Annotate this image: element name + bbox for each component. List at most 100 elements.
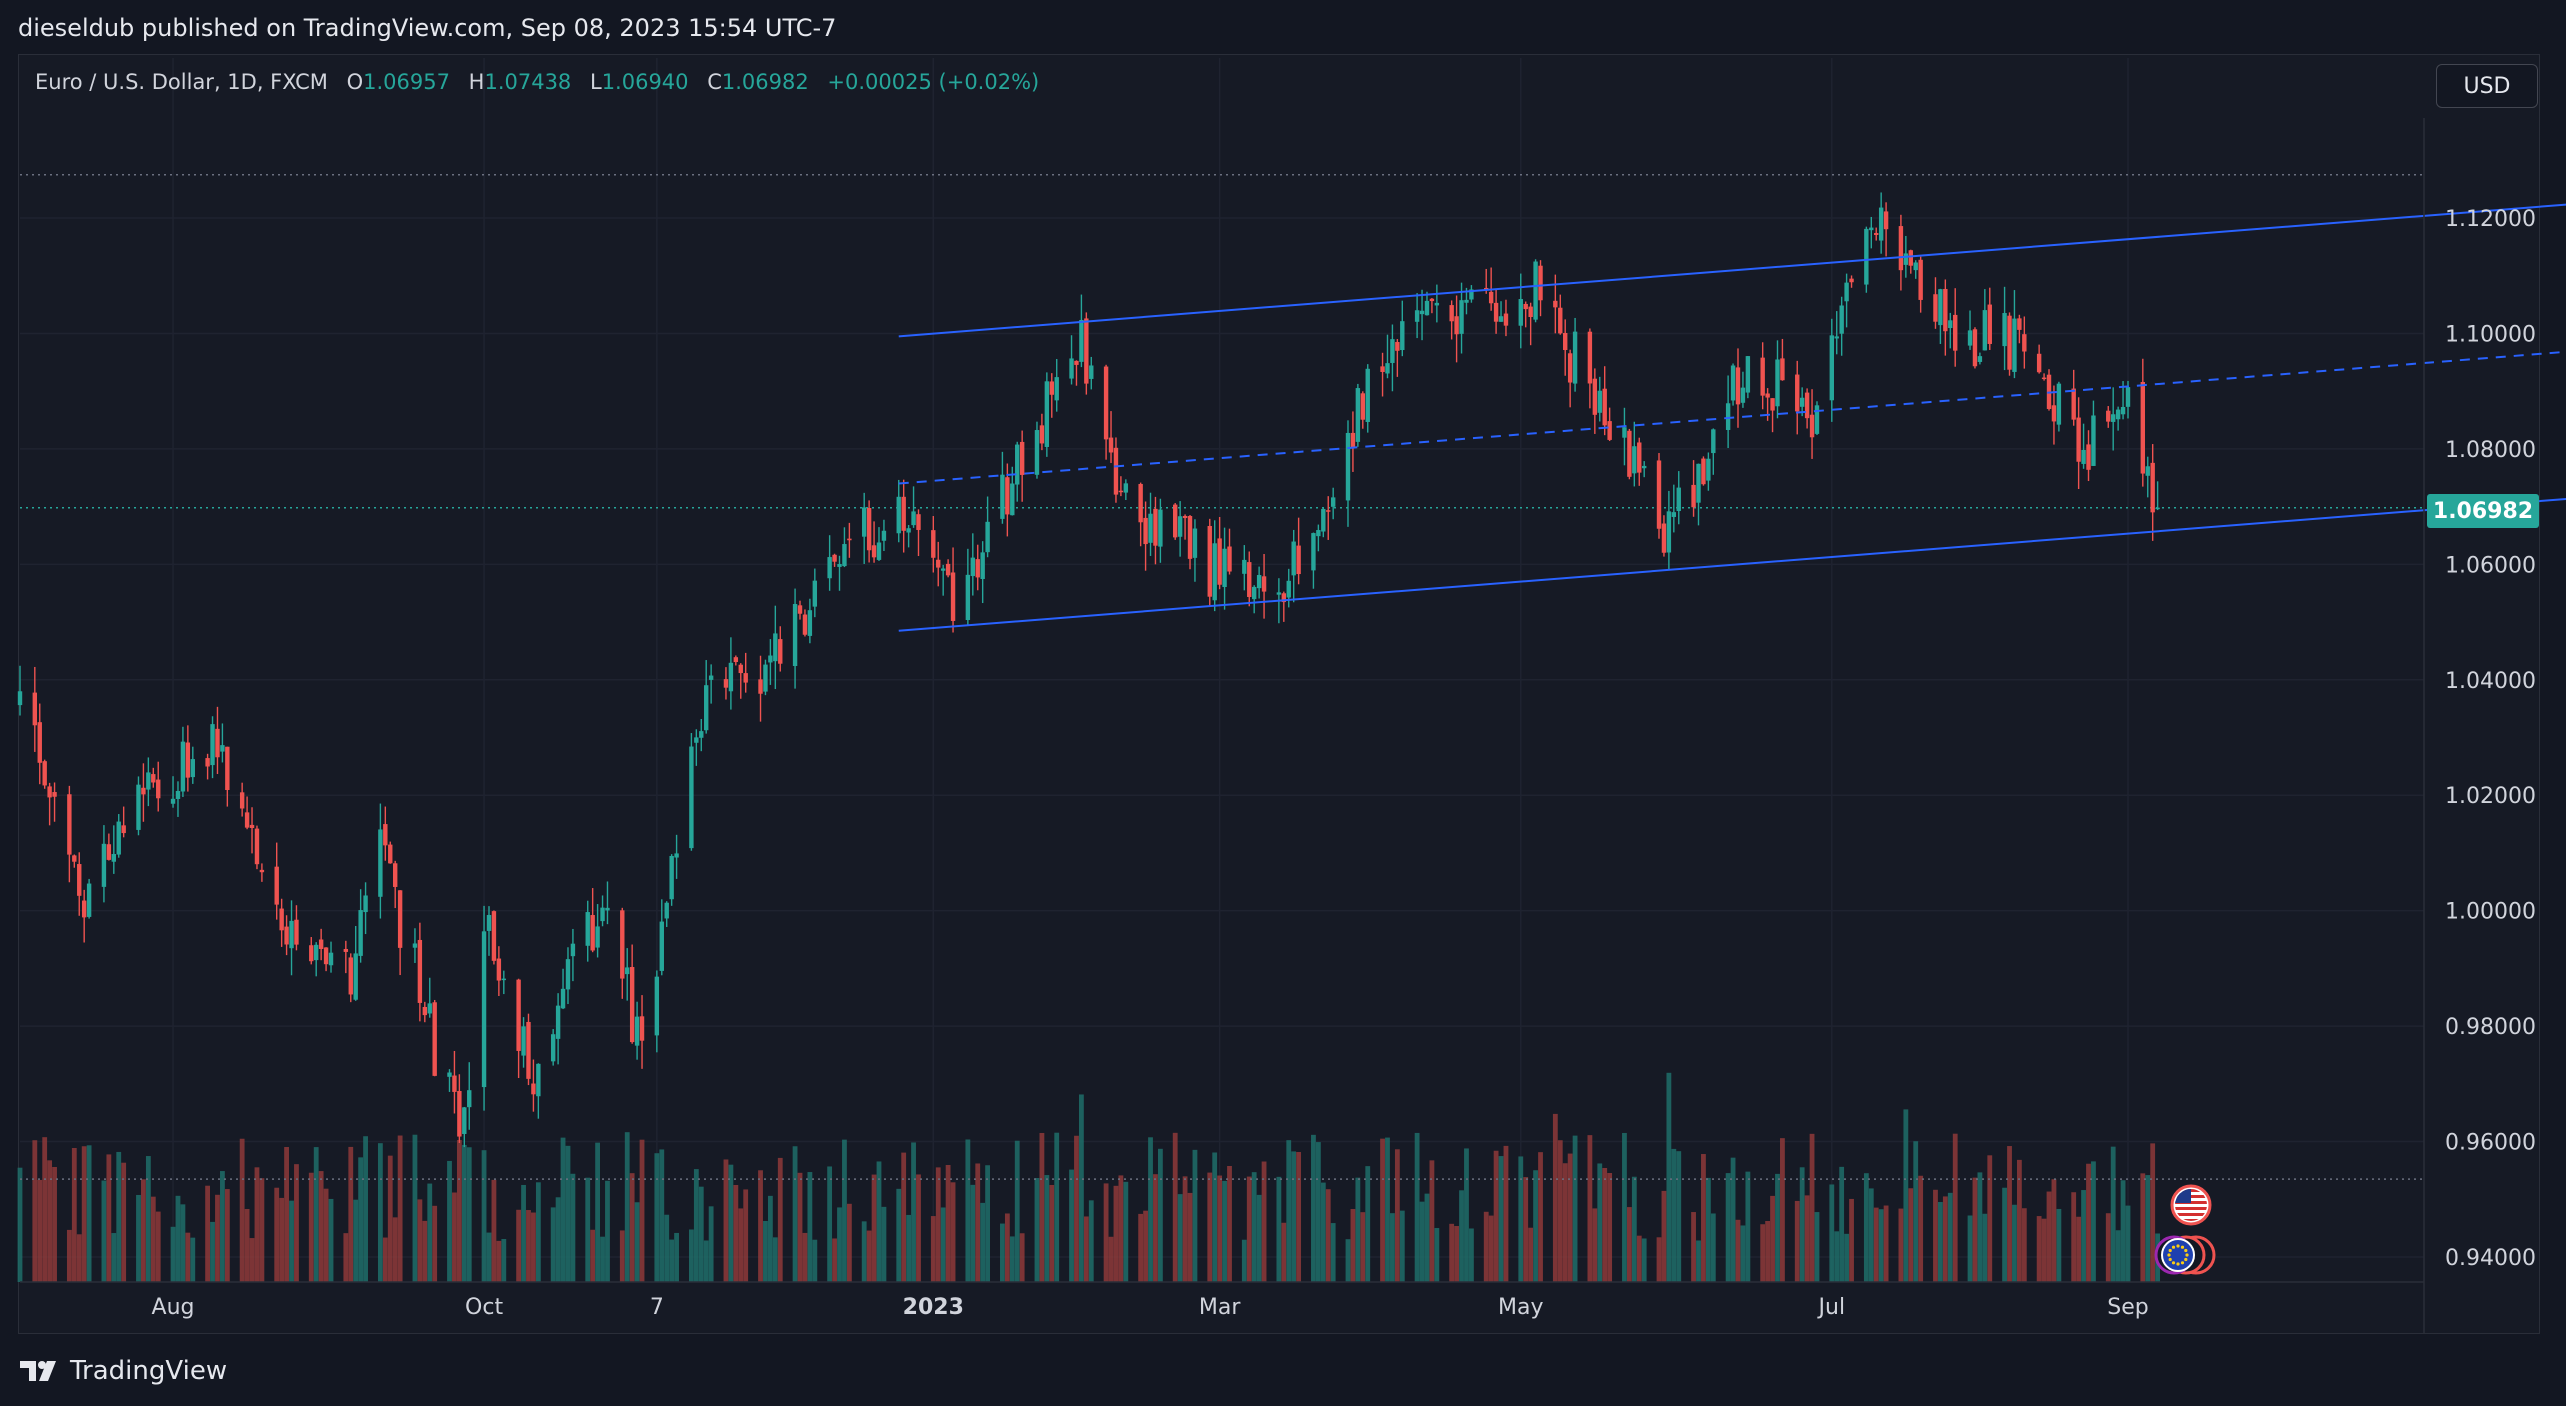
volume-bar <box>111 1233 117 1282</box>
candle-body <box>1898 226 1904 271</box>
volume-bar <box>1942 1196 1948 1282</box>
candle-body <box>1587 331 1593 384</box>
volume-bar <box>659 1149 665 1282</box>
volume-bar <box>1483 1211 1489 1282</box>
volume-bar <box>1933 1189 1938 1282</box>
candle-body <box>570 943 576 957</box>
candle-body <box>807 610 813 636</box>
candle-body <box>1400 321 1405 351</box>
volume-bar <box>32 1140 38 1282</box>
volume-bar <box>1014 1140 1020 1282</box>
volume-bar <box>1143 1210 1148 1282</box>
volume-bar <box>1661 1190 1667 1282</box>
volume-bar <box>1987 1155 1993 1282</box>
volume-bar <box>1355 1177 1361 1282</box>
candle-body <box>1256 575 1262 589</box>
volume-bar <box>1385 1137 1390 1282</box>
volume-bar <box>1868 1188 1874 1282</box>
volume-bar <box>1182 1176 1188 1282</box>
volume-bar <box>767 1195 773 1282</box>
volume-bar <box>481 1150 487 1282</box>
volume-bar <box>1597 1163 1603 1282</box>
volume-bar <box>501 1238 507 1282</box>
candle-body <box>348 957 353 995</box>
candle-body <box>72 855 77 862</box>
volume-bar <box>432 1205 438 1282</box>
volume-bar <box>180 1204 186 1282</box>
volume-bar <box>496 1240 502 1282</box>
volume-bar <box>2041 1218 2047 1282</box>
candle-body <box>2155 507 2160 510</box>
chart-frame[interactable] <box>18 54 2540 1334</box>
volume-bar <box>1315 1142 1321 1282</box>
candle-body <box>733 657 739 663</box>
x-tick-label: Oct <box>465 1295 503 1320</box>
volume-bar <box>81 1146 87 1282</box>
volume-bar <box>353 1199 359 1282</box>
volume-bar <box>2021 1208 2027 1282</box>
volume-bar <box>1587 1135 1593 1282</box>
candle-body <box>328 952 334 966</box>
candle-body <box>106 844 112 860</box>
volume-bar <box>47 1160 53 1282</box>
volume-bar <box>289 1200 294 1282</box>
candle-body <box>205 758 210 767</box>
candle-body <box>121 825 126 834</box>
candle-body <box>945 563 951 576</box>
channel-lower-line <box>898 497 2566 632</box>
candle-body <box>1558 307 1563 334</box>
volume-bar <box>210 1221 215 1282</box>
volume-bar <box>555 1197 561 1282</box>
volume-bar <box>935 1167 941 1282</box>
eu-flag-icon[interactable] <box>2146 1234 2218 1280</box>
trend-channel[interactable] <box>898 192 2566 632</box>
candle-body <box>1123 483 1129 493</box>
candle-body <box>1903 253 1909 265</box>
volume-bar <box>1562 1163 1568 1282</box>
volume-bar <box>37 1179 43 1282</box>
symbol-label[interactable]: Euro / U.S. Dollar, 1D, FXCM <box>35 70 328 94</box>
volume-bar <box>328 1198 334 1282</box>
volume-bar <box>772 1237 778 1282</box>
candle-body <box>669 855 674 900</box>
volume-bar <box>461 1144 467 1282</box>
candle-body <box>723 679 729 688</box>
candle-body <box>2086 444 2091 470</box>
volume-bar <box>1311 1134 1316 1282</box>
candle-body <box>1913 262 1918 271</box>
volume-bar <box>1730 1157 1736 1282</box>
volume-bar <box>837 1207 842 1282</box>
volume-bar <box>940 1207 946 1282</box>
volume-bar <box>1464 1148 1469 1282</box>
candle-body <box>1563 332 1568 351</box>
candle-body <box>1015 444 1020 485</box>
volume-bar <box>106 1154 112 1282</box>
candle-body <box>1948 320 1953 329</box>
volume-bar <box>1626 1207 1632 1282</box>
volume-bar <box>1518 1156 1524 1282</box>
volume-bar <box>590 1229 596 1282</box>
volume-bar <box>1039 1132 1045 1282</box>
volume-bar <box>1034 1178 1040 1282</box>
volume-bar <box>1217 1175 1223 1282</box>
volume-bar <box>827 1166 833 1282</box>
candle-body <box>832 554 837 562</box>
tradingview-logo[interactable]: TradingView <box>20 1354 227 1388</box>
volume-bar <box>634 1202 640 1282</box>
volume-bar <box>1765 1220 1771 1282</box>
volume-bar <box>1760 1224 1766 1282</box>
volume-bar <box>76 1234 82 1282</box>
candle-body <box>1251 586 1257 600</box>
candle-body <box>605 907 610 911</box>
volume-bar <box>1844 1233 1850 1282</box>
candle-body <box>827 557 832 579</box>
close-value: 1.06982 <box>721 70 809 94</box>
candle-body <box>2120 407 2126 415</box>
volume-bar <box>136 1194 141 1282</box>
us-flag-icon[interactable] <box>2170 1184 2212 1230</box>
candle-body <box>1493 302 1499 322</box>
currency-button[interactable]: USD <box>2436 64 2538 108</box>
volume-bar <box>807 1172 813 1282</box>
volume-bar <box>254 1167 260 1282</box>
